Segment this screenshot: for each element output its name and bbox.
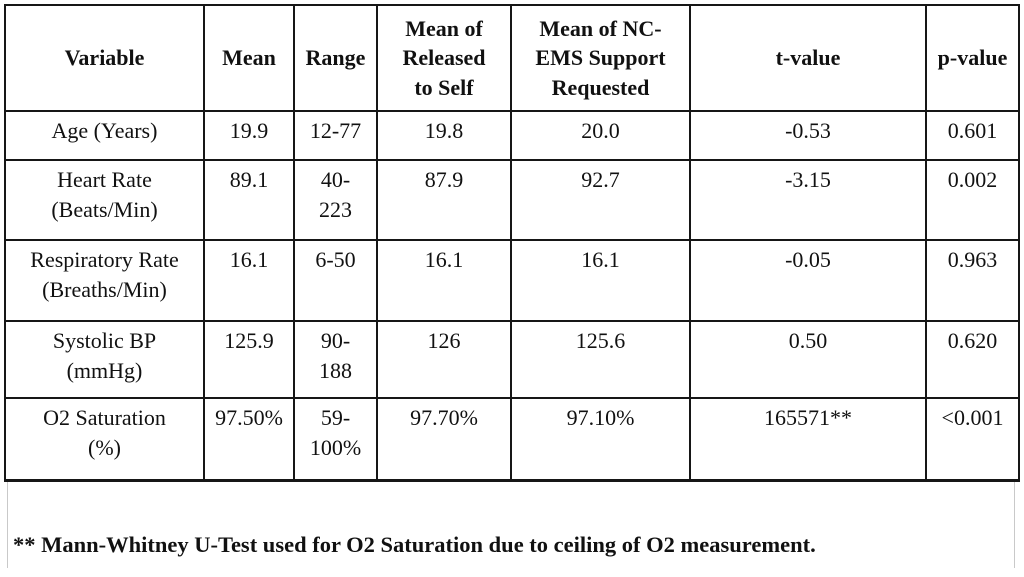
cell-heart-rate-mean-nc-ems: 92.7 — [510, 159, 691, 241]
col-header-variable: Variable — [4, 4, 205, 112]
table-row-age: Age (Years) 19.9 12-77 19.8 20.0 -0.53 0… — [4, 110, 1020, 161]
cell-heart-rate-p-value: 0.002 — [925, 159, 1020, 241]
table-row-systolic-bp: Systolic BP (mmHg) 125.9 90- 188 126 125… — [4, 320, 1020, 399]
cell-o2-saturation-variable: O2 Saturation (%) — [4, 397, 205, 482]
col-header-mean-released-to-self: Mean of Released to Self — [376, 4, 512, 112]
cell-systolic-bp-variable: Systolic BP (mmHg) — [4, 320, 205, 399]
col-header-t-value: t-value — [689, 4, 927, 112]
cell-age-t-value: -0.53 — [689, 110, 927, 161]
stats-table-sheet: Variable Mean Range Mean of Released to … — [4, 4, 1020, 568]
table-row-o2-saturation: O2 Saturation (%) 97.50% 59- 100% 97.70%… — [4, 397, 1020, 482]
header-row: Variable Mean Range Mean of Released to … — [4, 4, 1020, 112]
cell-systolic-bp-mean-released: 126 — [376, 320, 512, 399]
table-row-heart-rate: Heart Rate (Beats/Min) 89.1 40- 223 87.9… — [4, 159, 1020, 241]
cell-o2-saturation-t-value: 165571** — [689, 397, 927, 482]
table-row-respiratory-rate: Respiratory Rate (Breaths/Min) 16.1 6-50… — [4, 239, 1020, 322]
cell-respiratory-rate-t-value: -0.05 — [689, 239, 927, 322]
cell-respiratory-rate-range: 6-50 — [293, 239, 378, 322]
col-header-range: Range — [293, 4, 378, 112]
col-header-p-value: p-value — [925, 4, 1020, 112]
cell-o2-saturation-mean: 97.50% — [203, 397, 295, 482]
cell-respiratory-rate-p-value: 0.963 — [925, 239, 1020, 322]
col-header-mean: Mean — [203, 4, 295, 112]
cell-heart-rate-t-value: -3.15 — [689, 159, 927, 241]
results-table: Variable Mean Range Mean of Released to … — [4, 4, 1020, 482]
cell-age-mean-released: 19.8 — [376, 110, 512, 161]
col-header-mean-nc-ems-support: Mean of NC- EMS Support Requested — [510, 4, 691, 112]
footnote-text: ** Mann-Whitney U-Test used for O2 Satur… — [13, 531, 816, 557]
cell-heart-rate-mean: 89.1 — [203, 159, 295, 241]
cell-systolic-bp-mean-nc-ems: 125.6 — [510, 320, 691, 399]
cell-heart-rate-range: 40- 223 — [293, 159, 378, 241]
cell-o2-saturation-range: 59- 100% — [293, 397, 378, 482]
cell-o2-saturation-mean-released: 97.70% — [376, 397, 512, 482]
cell-age-variable: Age (Years) — [4, 110, 205, 161]
cell-respiratory-rate-mean: 16.1 — [203, 239, 295, 322]
cell-systolic-bp-range: 90- 188 — [293, 320, 378, 399]
cell-age-mean: 19.9 — [203, 110, 295, 161]
cell-respiratory-rate-mean-nc-ems: 16.1 — [510, 239, 691, 322]
cell-heart-rate-variable: Heart Rate (Beats/Min) — [4, 159, 205, 241]
cell-age-p-value: 0.601 — [925, 110, 1020, 161]
cell-respiratory-rate-variable: Respiratory Rate (Breaths/Min) — [4, 239, 205, 322]
cell-respiratory-rate-mean-released: 16.1 — [376, 239, 512, 322]
cell-systolic-bp-mean: 125.9 — [203, 320, 295, 399]
cell-systolic-bp-t-value: 0.50 — [689, 320, 927, 399]
cell-heart-rate-mean-released: 87.9 — [376, 159, 512, 241]
cell-age-mean-nc-ems: 20.0 — [510, 110, 691, 161]
cell-o2-saturation-mean-nc-ems: 97.10% — [510, 397, 691, 482]
cell-age-range: 12-77 — [293, 110, 378, 161]
cell-systolic-bp-p-value: 0.620 — [925, 320, 1020, 399]
table-footnote-row: ** Mann-Whitney U-Test used for O2 Satur… — [7, 481, 1015, 568]
cell-o2-saturation-p-value: <0.001 — [925, 397, 1020, 482]
